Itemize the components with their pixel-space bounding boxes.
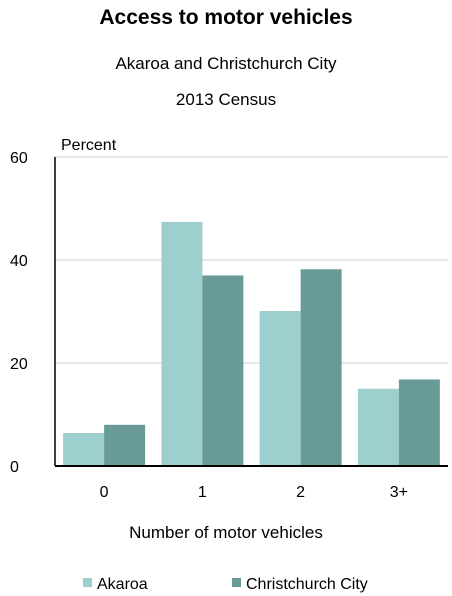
legend-label: Akaroa <box>97 576 148 593</box>
bar-akaroa-2 <box>259 310 301 466</box>
x-tick-label: 2 <box>296 484 305 501</box>
chart-title: Access to motor vehicles <box>99 6 353 29</box>
bar-christchurch-city-3plus <box>398 379 440 466</box>
bar-akaroa-1 <box>161 221 203 466</box>
legend-swatch <box>83 578 92 587</box>
y-tick-label: 60 <box>10 150 28 167</box>
y-tick-label: 0 <box>10 459 19 476</box>
bar-akaroa-3plus <box>357 388 399 466</box>
x-tick-label: 3+ <box>390 484 408 501</box>
y-axis-label: Percent <box>61 137 117 154</box>
legend-label: Christchurch City <box>246 576 368 593</box>
bar-christchurch-city-0 <box>104 424 146 466</box>
x-tick-label: 0 <box>100 484 109 501</box>
chart-subtitle-line-2: 2013 Census <box>175 90 277 109</box>
y-tick-label: 40 <box>10 253 28 270</box>
x-axis-label: Number of motor vehicles <box>129 523 323 542</box>
bar-christchurch-city-2 <box>300 269 342 466</box>
bar-akaroa-0 <box>63 433 105 466</box>
x-tick-label: 1 <box>198 484 207 501</box>
legend-swatch <box>232 578 241 587</box>
bar-christchurch-city-1 <box>202 275 244 466</box>
y-tick-label: 20 <box>10 356 28 373</box>
chart-subtitle-line-1: Akaroa and Christchurch City <box>115 54 337 73</box>
